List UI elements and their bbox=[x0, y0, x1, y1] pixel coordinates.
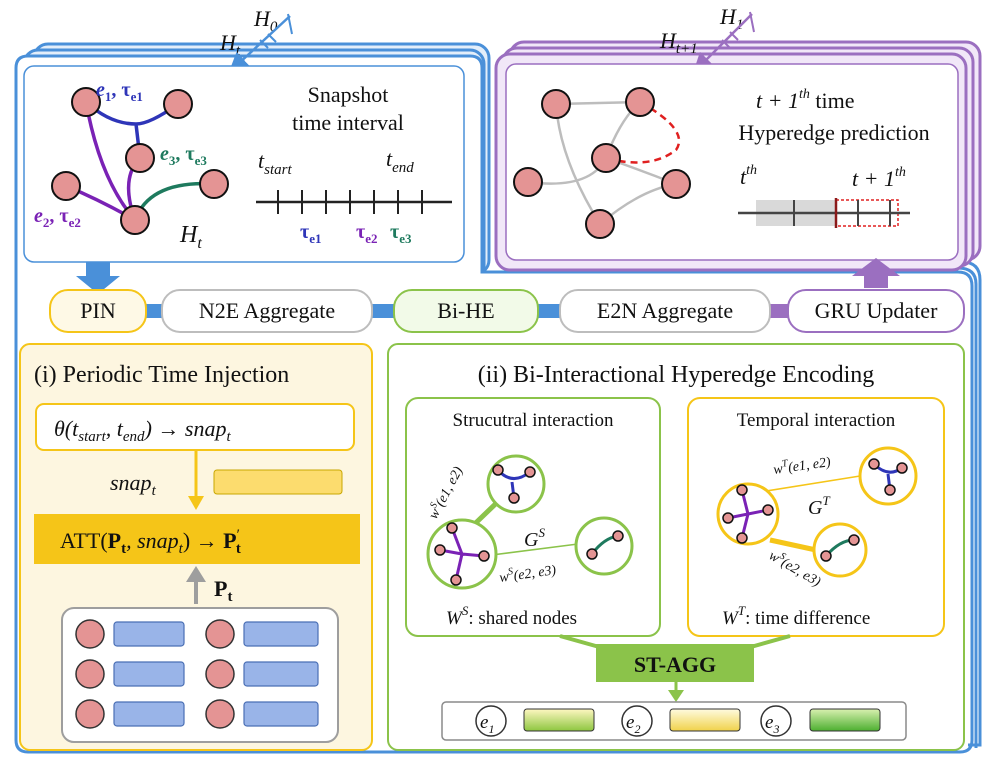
up-arrow-gru bbox=[852, 258, 900, 288]
label-e1: e1, τe1 bbox=[96, 79, 143, 104]
graph-node bbox=[75, 699, 105, 729]
label-t-th: tth bbox=[740, 163, 757, 189]
hyperedge-node-e1 bbox=[486, 454, 546, 514]
pti-panel: (i) Periodic Time Injection θ(tstart, te… bbox=[19, 343, 373, 751]
graph-node bbox=[71, 87, 101, 117]
label-t-start: tstart bbox=[258, 148, 292, 178]
graph-node bbox=[51, 171, 81, 201]
node-embedding bbox=[243, 661, 319, 687]
label-h1: H1 bbox=[719, 4, 743, 33]
prediction-title-1: t + 1th time bbox=[756, 87, 854, 113]
snap-label: snapt bbox=[110, 470, 157, 499]
snapshot-title-2: time interval bbox=[292, 110, 404, 135]
node-embedding bbox=[113, 661, 185, 687]
ws-e2e3-label: wS(e2, e3) bbox=[498, 560, 557, 586]
predicted-hyperedge bbox=[605, 100, 681, 164]
wt-caption: WT: time difference bbox=[722, 603, 870, 629]
node-embedding bbox=[243, 701, 319, 727]
label-t1-th: t + 1th bbox=[852, 165, 906, 191]
snap-vector bbox=[213, 469, 343, 495]
pin-label: PIN bbox=[80, 298, 116, 323]
stagg-label: ST-AGG bbox=[634, 652, 716, 677]
graph-node bbox=[513, 167, 543, 197]
graph-node bbox=[661, 169, 691, 199]
out-e2: e2 bbox=[626, 712, 640, 736]
e2n-label: E2N Aggregate bbox=[597, 298, 733, 323]
node-embedding bbox=[113, 701, 185, 727]
structural-title: Strucutral interaction bbox=[453, 410, 614, 431]
top-input-labels: H0 Ht H1 Ht+1 bbox=[219, 4, 755, 74]
label-h0: H0 bbox=[253, 6, 278, 35]
theta-formula: θ(tstart, tend) → snapt bbox=[54, 416, 231, 445]
gru-box bbox=[787, 289, 965, 333]
embedding-e1 bbox=[523, 708, 595, 732]
out-e1: e1 bbox=[480, 712, 494, 736]
gt-label: GT bbox=[808, 493, 830, 519]
graph-node bbox=[205, 659, 235, 689]
graph-node bbox=[163, 89, 193, 119]
ws-caption: WS: shared nodes bbox=[446, 603, 577, 629]
graph-node bbox=[199, 169, 229, 199]
node-embedding bbox=[243, 621, 319, 647]
n2e-label: N2E Aggregate bbox=[199, 298, 335, 323]
node-embedding bbox=[113, 621, 185, 647]
embedding-e3 bbox=[809, 708, 881, 732]
graph-node bbox=[205, 699, 235, 729]
graph-node bbox=[541, 89, 571, 119]
down-arrow-pin bbox=[76, 262, 120, 294]
graph-node bbox=[120, 205, 150, 235]
tau-e2-tick: τe2 bbox=[356, 221, 378, 246]
prediction-panel: t + 1th time Hyperedge prediction tth t … bbox=[505, 63, 959, 261]
structural-box bbox=[405, 397, 661, 637]
graph-node bbox=[591, 143, 621, 173]
graph-node bbox=[75, 659, 105, 689]
prediction-title-2: Hyperedge prediction bbox=[738, 120, 929, 145]
label-e3: e3, τe3 bbox=[160, 143, 207, 168]
node-feature-rows bbox=[75, 619, 319, 729]
pt-label: Pt bbox=[214, 576, 232, 605]
graph-node bbox=[125, 143, 155, 173]
graph-node bbox=[585, 209, 615, 239]
graph-node bbox=[205, 619, 235, 649]
stagg-box bbox=[596, 644, 754, 682]
att-box bbox=[34, 514, 360, 564]
out-e3: e3 bbox=[765, 712, 779, 736]
bihe-panel: (ii) Bi-Interactional Hyperedge Encoding… bbox=[387, 343, 965, 751]
pin-box bbox=[49, 289, 147, 333]
hyperedge-node-t-e3 bbox=[812, 522, 868, 578]
bihe-title: (ii) Bi-Interactional Hyperedge Encoding bbox=[478, 362, 875, 388]
label-ht1: Ht+1 bbox=[659, 28, 698, 57]
bihe-box bbox=[393, 289, 539, 333]
e2n-box bbox=[559, 289, 771, 333]
label-e2: e2, τe2 bbox=[34, 205, 81, 230]
pti-title: (i) Periodic Time Injection bbox=[34, 362, 289, 388]
temporal-title: Temporal interaction bbox=[737, 410, 896, 431]
snapshot-title-1: Snapshot bbox=[308, 82, 389, 107]
att-formula: ATT(Pt, snapt) → P′ t bbox=[60, 527, 241, 557]
snapshot-panel: e1, τe1 e3, τe3 e2, τe2 Ht Snapshot time… bbox=[23, 65, 465, 263]
hyperedge-node-e3 bbox=[574, 516, 634, 576]
pipeline-boxes: PIN N2E Aggregate Bi-HE E2N Aggregate GR… bbox=[49, 289, 965, 333]
gs-label: GS bbox=[524, 525, 545, 551]
label-ht: Ht bbox=[219, 30, 241, 59]
graph-node bbox=[625, 87, 655, 117]
label-t-end: tend bbox=[386, 146, 414, 176]
graph-node bbox=[75, 619, 105, 649]
gru-label: GRU Updater bbox=[815, 298, 938, 323]
embedding-e2 bbox=[669, 708, 741, 732]
label-ht-inner: Ht bbox=[179, 222, 202, 252]
tau-e1-tick: τe1 bbox=[300, 221, 322, 246]
tau-e3-tick: τe3 bbox=[390, 221, 412, 246]
wt-e1e2-label: wT(e1, e2) bbox=[772, 452, 832, 478]
n2e-box bbox=[161, 289, 373, 333]
bihe-label: Bi-HE bbox=[437, 298, 494, 323]
